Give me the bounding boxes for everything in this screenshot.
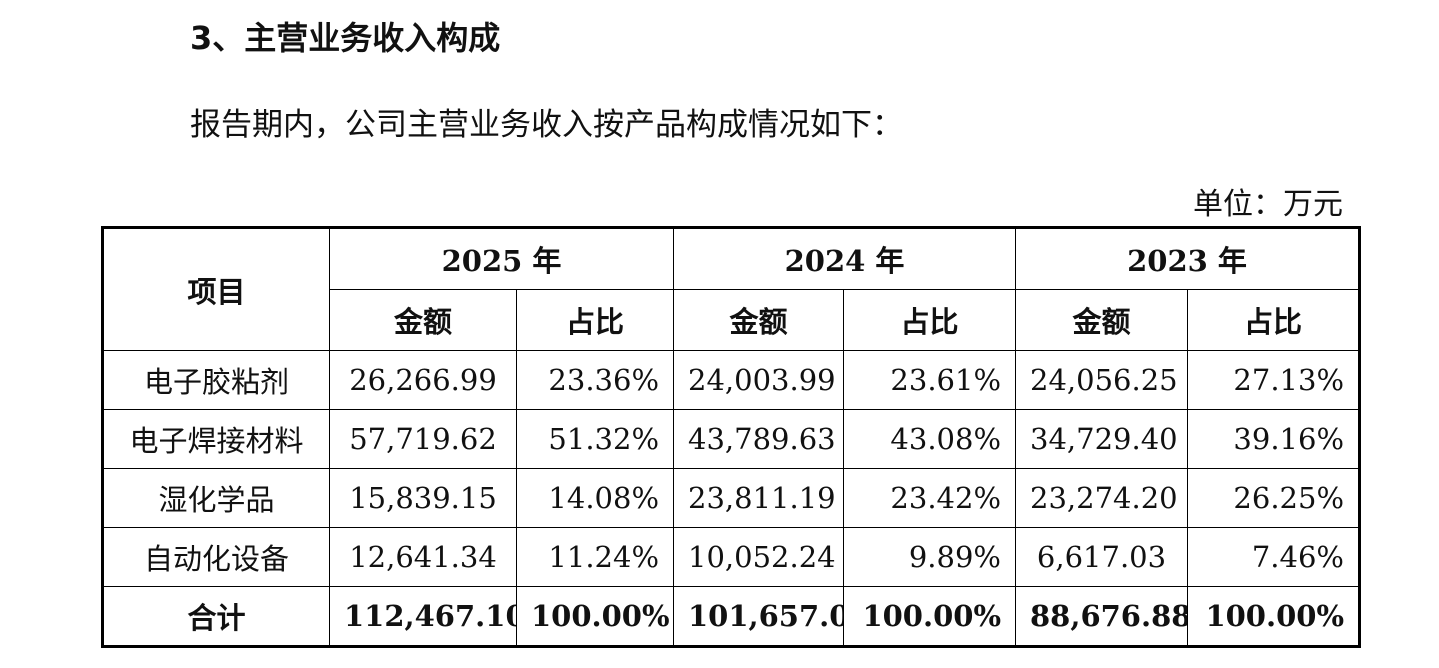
- share-cell: 27.13%: [1187, 350, 1360, 410]
- table-row: 电子焊接材料 57,719.62 51.32% 43,789.63 43.08%…: [102, 409, 1360, 469]
- total-share-cell: 100.00%: [843, 586, 1016, 647]
- row-item-label: 电子胶粘剂: [102, 350, 330, 410]
- amount-cell: 6,617.03: [1015, 527, 1188, 587]
- amount-cell: 23,274.20: [1015, 468, 1188, 528]
- amount-cell: 57,719.62: [329, 409, 517, 469]
- total-share-cell: 100.00%: [1187, 586, 1360, 647]
- unit-label: 单位：万元: [1193, 187, 1343, 222]
- amount-header: 金额: [1015, 289, 1188, 351]
- year-header-2024: 2024 年: [673, 227, 1016, 290]
- amount-cell: 34,729.40: [1015, 409, 1188, 469]
- total-share-cell: 100.00%: [516, 586, 674, 647]
- section-title: 3、主营业务收入构成: [190, 19, 501, 57]
- share-cell: 14.08%: [516, 468, 674, 528]
- amount-cell: 10,052.24: [673, 527, 844, 587]
- total-label: 合计: [102, 586, 330, 647]
- amount-cell: 26,266.99: [329, 350, 517, 410]
- amount-cell: 24,003.99: [673, 350, 844, 410]
- table-row: 湿化学品 15,839.15 14.08% 23,811.19 23.42% 2…: [102, 468, 1360, 528]
- share-header: 占比: [516, 289, 674, 351]
- share-cell: 39.16%: [1187, 409, 1360, 469]
- share-cell: 23.42%: [843, 468, 1016, 528]
- share-cell: 23.61%: [843, 350, 1016, 410]
- amount-header: 金额: [329, 289, 517, 351]
- amount-cell: 24,056.25: [1015, 350, 1188, 410]
- share-header: 占比: [1187, 289, 1360, 351]
- share-cell: 9.89%: [843, 527, 1016, 587]
- share-cell: 51.32%: [516, 409, 674, 469]
- share-cell: 11.24%: [516, 527, 674, 587]
- amount-cell: 12,641.34: [329, 527, 517, 587]
- amount-cell: 15,839.15: [329, 468, 517, 528]
- share-cell: 26.25%: [1187, 468, 1360, 528]
- intro-paragraph: 报告期内，公司主营业务收入按产品构成情况如下：: [190, 107, 903, 143]
- table-row: 自动化设备 12,641.34 11.24% 10,052.24 9.89% 6…: [102, 527, 1360, 587]
- total-row: 合计 112,467.10 100.00% 101,657.04 100.00%…: [102, 586, 1360, 647]
- amount-cell: 43,789.63: [673, 409, 844, 469]
- table-row: 电子胶粘剂 26,266.99 23.36% 24,003.99 23.61% …: [102, 350, 1360, 410]
- share-cell: 7.46%: [1187, 527, 1360, 587]
- amount-header: 金额: [673, 289, 844, 351]
- amount-cell: 23,811.19: [673, 468, 844, 528]
- row-item-label: 电子焊接材料: [102, 409, 330, 469]
- total-amount-cell: 101,657.04: [673, 586, 844, 647]
- item-column-header: 项目: [102, 227, 330, 351]
- share-cell: 23.36%: [516, 350, 674, 410]
- row-item-label: 自动化设备: [102, 527, 330, 587]
- row-item-label: 湿化学品: [102, 468, 330, 528]
- share-header: 占比: [843, 289, 1016, 351]
- year-header-2023: 2023 年: [1015, 227, 1360, 290]
- total-amount-cell: 88,676.88: [1015, 586, 1188, 647]
- total-amount-cell: 112,467.10: [329, 586, 517, 647]
- year-header-2025: 2025 年: [329, 227, 674, 290]
- revenue-composition-table: 项目 2025 年 2024 年 2023 年 金额 占比 金额 占比 金额 占…: [101, 226, 1361, 648]
- share-cell: 43.08%: [843, 409, 1016, 469]
- year-header-row: 项目 2025 年 2024 年 2023 年: [102, 227, 1360, 351]
